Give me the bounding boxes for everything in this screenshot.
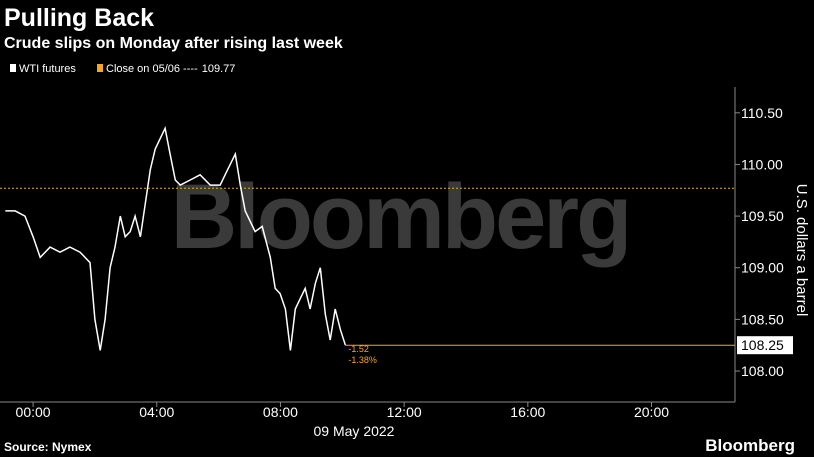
change-pct-label: -1.38% bbox=[348, 355, 377, 365]
change-label: -1.52 bbox=[348, 344, 369, 354]
x-tick-label: 04:00 bbox=[139, 404, 174, 420]
chart-subtitle: Crude slips on Monday after rising last … bbox=[4, 35, 343, 52]
x-tick-label: 00:00 bbox=[16, 404, 51, 420]
y-tick-label: 109.00 bbox=[741, 260, 784, 276]
last-value-box bbox=[737, 336, 793, 355]
line bbox=[5, 125, 347, 351]
legend-value: 109.77 bbox=[202, 63, 236, 75]
legend-swatch bbox=[97, 64, 103, 72]
source: Source: Nymex bbox=[4, 440, 92, 454]
legend-label-part: Close on 05/06 ---- bbox=[106, 63, 198, 75]
chart-title: Pulling Back bbox=[4, 4, 154, 32]
x-tick-label: 16:00 bbox=[510, 404, 545, 420]
legend-label: WTI futures bbox=[19, 63, 76, 75]
y-tick-label: 110.00 bbox=[741, 156, 783, 172]
brand-logo: Bloomberg bbox=[705, 436, 795, 455]
y-tick-label: 110.50 bbox=[741, 105, 783, 121]
y-axis-label: U.S. dollars a barrel bbox=[793, 184, 810, 317]
legend-swatch bbox=[10, 64, 16, 72]
legend-label: Close on 05/06 ---- 109.77 bbox=[106, 63, 235, 75]
y-tick-label: 108.00 bbox=[741, 363, 784, 379]
y-tick-label: 109.50 bbox=[741, 208, 784, 224]
last-value-label: 108.25 bbox=[741, 337, 784, 353]
x-axis-label: 09 May 2022 bbox=[314, 423, 395, 439]
x-tick-label: 12:00 bbox=[387, 404, 422, 420]
x-tick-label: 08:00 bbox=[263, 404, 298, 420]
x-tick-label: 20:00 bbox=[634, 404, 669, 420]
y-tick-label: 108.50 bbox=[741, 311, 784, 327]
